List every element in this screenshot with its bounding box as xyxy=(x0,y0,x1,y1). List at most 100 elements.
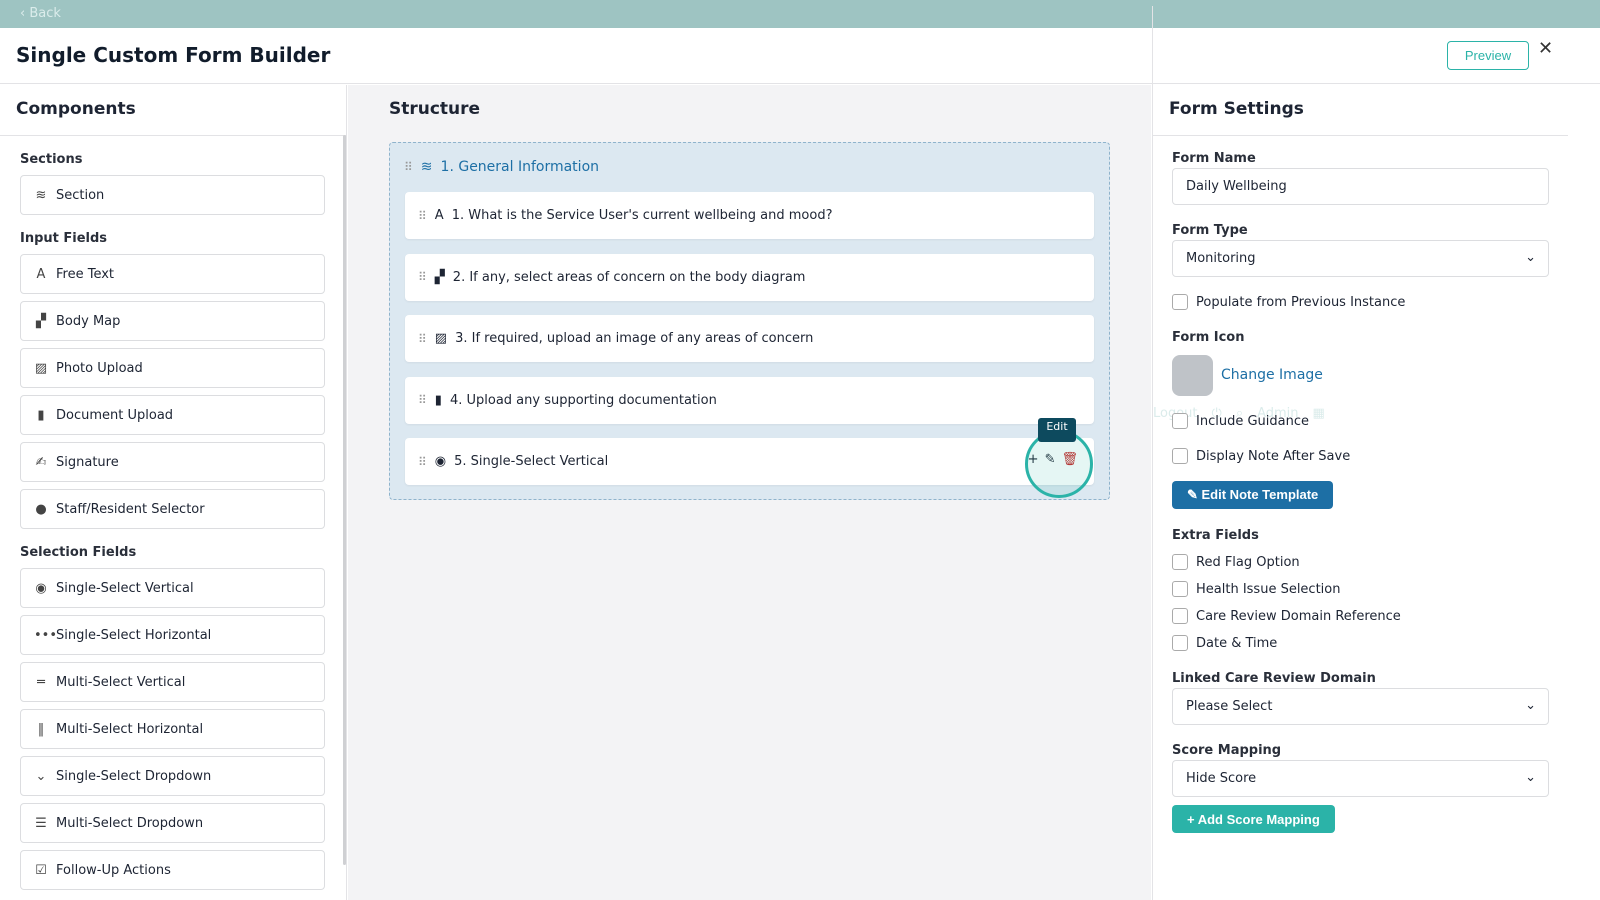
component-icon: ⌄ xyxy=(35,768,47,784)
component-item[interactable]: ☑ Follow-Up Actions xyxy=(20,850,325,890)
display-note-checkbox[interactable]: Display Note After Save xyxy=(1172,448,1350,464)
component-label: Staff/Resident Selector xyxy=(56,501,205,517)
component-label: Follow-Up Actions xyxy=(56,862,171,878)
populate-checkbox[interactable]: Populate from Previous Instance xyxy=(1172,294,1405,310)
change-image-link[interactable]: Change Image xyxy=(1221,367,1323,383)
logout-icon[interactable]: ⏻ xyxy=(1211,406,1222,421)
score-mapping-label: Score Mapping xyxy=(1172,743,1282,758)
chevron-down-icon: ⌄ xyxy=(1525,770,1536,785)
include-guidance-checkbox[interactable]: Include Guidance xyxy=(1172,413,1309,429)
structure-panel: Structure ⠿ ≋ 1. General Information ⠿ A 1. … xyxy=(348,85,1151,900)
section-block[interactable]: ⠿ ≋ 1. General Information ⠿ A 1. What is th… xyxy=(389,142,1110,500)
component-icon: A xyxy=(36,266,46,282)
question-row[interactable]: ⠿ ◉ 5. Single-Select Vertical + ✎ 🗑 xyxy=(405,438,1094,485)
drag-handle-icon[interactable]: ⠿ xyxy=(404,160,413,174)
linked-domain-select[interactable]: Please Select ⌄ xyxy=(1172,688,1549,725)
form-icon-label: Form Icon xyxy=(1172,330,1245,345)
form-name-label: Form Name xyxy=(1172,151,1256,166)
select-value: Hide Score xyxy=(1186,771,1257,786)
component-item[interactable]: ≋ Section xyxy=(20,175,325,215)
checkbox-label: Populate from Previous Instance xyxy=(1196,294,1406,310)
back-link[interactable]: ‹ Back xyxy=(20,6,61,21)
admin-link[interactable]: Admin xyxy=(1257,406,1299,421)
components-scrollbar[interactable] xyxy=(343,135,346,865)
component-label: Multi-Select Vertical xyxy=(56,674,186,690)
search-icon[interactable]: ⌕ xyxy=(1235,406,1244,421)
apps-grid-icon[interactable]: ▦ xyxy=(1312,406,1325,421)
drag-handle-icon[interactable]: ⠿ xyxy=(418,393,427,407)
component-icon: ☰ xyxy=(35,815,47,831)
checkbox[interactable] xyxy=(1172,413,1188,429)
checkbox-label: Display Note After Save xyxy=(1196,448,1351,464)
group-label: Sections xyxy=(20,152,83,167)
drag-handle-icon[interactable]: ⠿ xyxy=(418,454,427,469)
extra-field-checkbox[interactable]: Date & Time xyxy=(1172,635,1277,651)
image-placeholder-icon xyxy=(1172,355,1213,396)
extra-field-checkbox[interactable]: Health Issue Selection xyxy=(1172,581,1340,597)
extra-field-checkbox[interactable]: Care Review Domain Reference xyxy=(1172,608,1401,624)
component-item[interactable]: ◉ Single-Select Vertical xyxy=(20,568,325,608)
form-name-input[interactable]: Daily Wellbeing xyxy=(1172,168,1549,205)
component-item[interactable]: ▨ Photo Upload xyxy=(20,348,325,388)
question-label: 5. Single-Select Vertical xyxy=(454,454,609,469)
question-row[interactable]: ⠿ A 1. What is the Service User's current … xyxy=(405,192,1094,239)
component-item[interactable]: ⌄ Single-Select Dropdown xyxy=(20,756,325,796)
checkbox[interactable] xyxy=(1172,294,1188,310)
component-item[interactable]: ═ Multi-Select Vertical xyxy=(20,662,325,702)
top-bar: ‹ Back Logout ⏻ ⌕ Admin ▦ xyxy=(0,0,1600,821)
component-item[interactable]: A Free Text xyxy=(20,254,325,294)
component-item[interactable]: ☰ Multi-Select Dropdown xyxy=(20,803,325,843)
question-row[interactable]: ⠿ ▨ 3. If required, upload an image of any… xyxy=(405,315,1094,362)
question-label: 1. What is the Service User's current we… xyxy=(451,208,833,223)
component-item[interactable]: ● Staff/Resident Selector xyxy=(20,489,325,529)
component-icon: ● xyxy=(35,501,47,517)
checkbox[interactable] xyxy=(1172,608,1188,624)
question-label: 2. If any, select areas of concern on th… xyxy=(452,269,806,285)
drag-handle-icon[interactable]: ⠿ xyxy=(418,331,427,346)
score-mapping-select[interactable]: Hide Score ⌄ xyxy=(1172,760,1549,797)
drag-handle-icon[interactable]: ⠿ xyxy=(418,270,427,284)
question-label: 4. Upload any supporting documentation xyxy=(449,392,717,408)
add-score-mapping-button[interactable]: + Add Score Mapping xyxy=(1172,805,1335,833)
components-panel: Components Sections ≋ Section Input Fields A… xyxy=(0,85,347,900)
component-icon: ▨ xyxy=(34,360,48,376)
group-label: Selection Fields xyxy=(20,545,137,560)
extra-field-checkbox[interactable]: Red Flag Option xyxy=(1172,554,1300,570)
component-label: Multi-Select Dropdown xyxy=(56,815,204,831)
component-item[interactable]: ▮ Document Upload xyxy=(20,395,325,435)
section-title[interactable]: 1. General Information xyxy=(440,159,600,175)
close-icon[interactable]: ✕ xyxy=(1538,38,1554,59)
layers-icon: ≋ xyxy=(420,159,433,175)
component-label: Single-Select Vertical xyxy=(56,580,194,596)
checkbox[interactable] xyxy=(1172,554,1188,570)
edit-note-template-button[interactable]: ✎ Edit Note Template xyxy=(1172,481,1334,509)
drag-handle-icon[interactable]: ⠿ xyxy=(418,208,427,223)
page-title: Single Custom Form Builder xyxy=(16,43,331,67)
question-type-icon: ▨ xyxy=(434,331,448,346)
component-icon: ▞ xyxy=(36,313,46,329)
question-row[interactable]: ⠿ ▞ 2. If any, select areas of concern on … xyxy=(405,253,1094,301)
component-item[interactable]: ▞ Body Map xyxy=(20,301,325,341)
checkbox-label: Date & Time xyxy=(1196,635,1278,651)
component-item[interactable]: ••• Single-Select Horizontal xyxy=(20,615,325,655)
group-label: Input Fields xyxy=(20,231,108,246)
components-title: Components xyxy=(0,85,346,136)
component-icon: ▮ xyxy=(37,407,45,423)
component-label: Multi-Select Horizontal xyxy=(56,721,204,737)
component-label: Document Upload xyxy=(56,407,174,423)
component-label: Section xyxy=(56,187,105,203)
form-type-value: Monitoring xyxy=(1186,251,1256,266)
form-type-select[interactable]: Monitoring ⌄ xyxy=(1172,240,1549,277)
component-item[interactable]: ‖ Multi-Select Horizontal xyxy=(20,709,325,749)
question-row[interactable]: ⠿ ▮ 4. Upload any supporting documentation xyxy=(405,376,1094,424)
chevron-down-icon: ⌄ xyxy=(1525,250,1536,265)
component-item[interactable]: ✍ Signature xyxy=(20,442,325,482)
checkbox[interactable] xyxy=(1172,635,1188,651)
checkbox-label: Care Review Domain Reference xyxy=(1196,608,1401,624)
preview-button[interactable]: Preview xyxy=(1447,41,1529,70)
checkbox[interactable] xyxy=(1172,581,1188,597)
component-icon: ••• xyxy=(34,627,58,643)
edit-tooltip: Edit xyxy=(1038,418,1076,442)
question-type-icon: ▮ xyxy=(434,392,442,408)
checkbox[interactable] xyxy=(1172,448,1188,464)
